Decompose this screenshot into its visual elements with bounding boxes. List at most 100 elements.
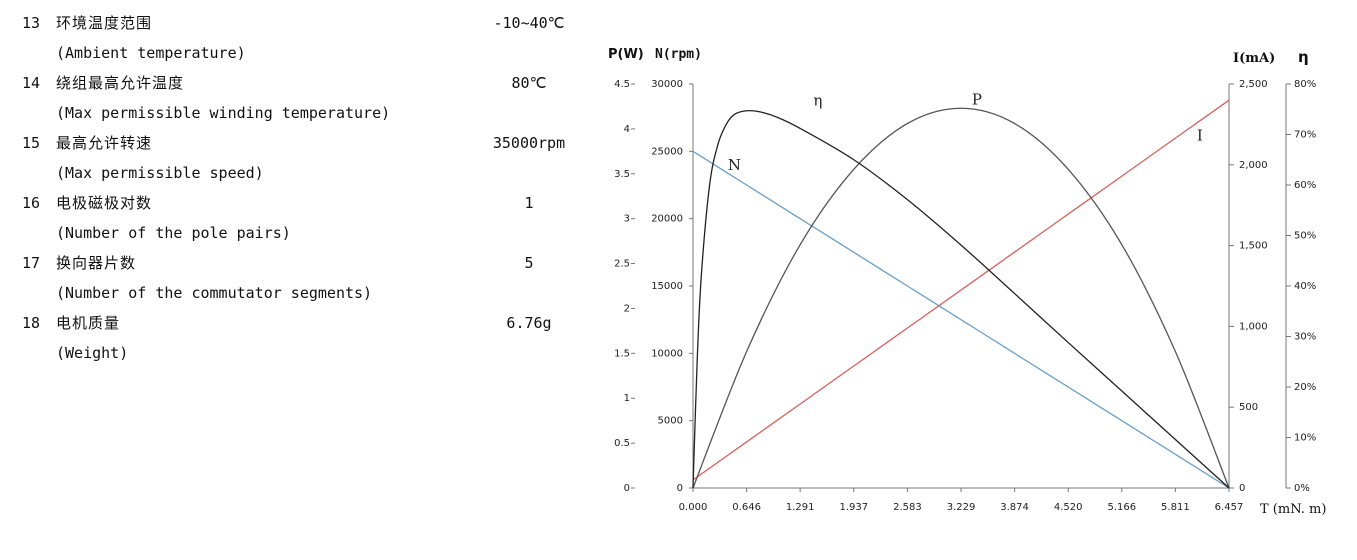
motor-performance-chart: 0 0.5 1 1.5 2 2.5 3 3.5 4 4.5 0 5000 10000 15000 20000… — [600, 40, 1345, 534]
i-data-point — [799, 403, 801, 405]
p-data-point — [799, 244, 801, 246]
p-curve-label: P — [972, 91, 982, 109]
spec-name-en: (Max permissible winding temperature) — [56, 104, 391, 122]
eta-axis-tick-label: 70% — [1294, 130, 1316, 141]
eta-data-point — [746, 110, 748, 112]
labels-layer: N I Pη — [728, 91, 1203, 175]
spec-number: 18 — [22, 314, 41, 332]
spec-value: 5 — [524, 254, 534, 272]
eta-data-point — [696, 361, 698, 363]
i-data-point — [907, 327, 909, 329]
n-data-point — [799, 218, 801, 220]
spec-name-cn: 电机质量 — [56, 314, 121, 332]
i-axis-tick-label: 1,500 — [1239, 241, 1268, 252]
eta-axis-tick-label: 50% — [1294, 231, 1316, 242]
eta-data-point — [725, 124, 727, 126]
spec-value: 35000rpm — [492, 134, 566, 152]
n-axis-tick-label: 30000 — [651, 79, 683, 90]
x-tick-label: 5.166 — [1108, 502, 1137, 513]
spec-name-en: (Ambient temperature) — [56, 44, 246, 62]
i-axis-tick-label: 2,000 — [1239, 160, 1268, 171]
n-axis-tick-label: 5000 — [658, 416, 683, 427]
eta-data-point — [734, 114, 736, 116]
n-data-point — [692, 151, 694, 153]
spec-name-cn: 环境温度范围 — [56, 14, 153, 32]
p-data-point — [1121, 244, 1123, 246]
i-data-point — [1121, 175, 1123, 177]
eta-axis-tick-label: 60% — [1294, 180, 1316, 191]
eta-axis-title: η — [1298, 48, 1309, 66]
spec-value: 1 — [524, 194, 534, 212]
eta-axis-tick-label: 20% — [1294, 382, 1316, 393]
p-axis-tick-label: 4.5 — [614, 79, 630, 90]
eta-data-point — [775, 116, 777, 118]
i-axis-tick-label: 2,500 — [1239, 79, 1268, 90]
spec-row: 14 绕组最高允许温度 (Max permissible winding tempe… — [22, 68, 582, 128]
i-axis-title: I(mA) — [1233, 51, 1275, 66]
p-data-point — [907, 123, 909, 125]
spec-number: 13 — [22, 14, 41, 32]
spec-name-cn: 绕组最高允许温度 — [56, 74, 185, 92]
spec-name-en: (Max permissible speed) — [56, 164, 264, 182]
x-tick-label: 1.937 — [839, 502, 868, 513]
p-axis-tick-label: 1 — [624, 393, 630, 404]
eta-data-point — [759, 111, 761, 113]
n-data-point — [960, 319, 962, 321]
spec-name-cn: 电极磁极对数 — [56, 194, 153, 212]
eta-axis-tick-label: 0% — [1294, 483, 1310, 494]
p-axis-title: P(W) — [608, 47, 644, 62]
x-tick-label: 5.811 — [1161, 502, 1190, 513]
spec-row: 18 电机质量 (Weight) 6.76g — [22, 308, 582, 368]
spec-row: 16 电极磁极对数 (Number of the pole pairs) 1 — [22, 188, 582, 248]
n-data-point — [853, 252, 855, 254]
spec-table: 13 环境温度范围 (Ambient temperature) -10~40℃ 14 绕组… — [22, 8, 582, 368]
eta-data-point — [1121, 390, 1123, 392]
spec-row: 17 换向器片数 (Number of the commutator segment… — [22, 248, 582, 308]
i-axis-tick-label: 0 — [1239, 483, 1245, 494]
n-axis-tick-label: 25000 — [651, 146, 683, 157]
spec-name-en: (Weight) — [56, 344, 129, 362]
i-data-point — [1014, 251, 1016, 253]
i-data-point — [853, 365, 855, 367]
n-axis-title: N(rpm) — [655, 47, 702, 62]
eta-data-point — [692, 487, 694, 489]
x-axis-title: T (mN. m) — [1260, 502, 1326, 517]
i-axis-tick-label: 1,000 — [1239, 321, 1268, 332]
eta-data-point — [1067, 342, 1069, 344]
spec-number: 16 — [22, 194, 41, 212]
eta-data-point — [701, 275, 703, 277]
spec-name-cn: 换向器片数 — [56, 254, 137, 272]
spec-number: 15 — [22, 134, 41, 152]
i-curve-label: I — [1197, 127, 1203, 145]
i-series-line — [692, 99, 1230, 481]
x-tick-label: 0.000 — [679, 502, 708, 513]
x-tick-label: 6.457 — [1215, 502, 1244, 513]
spec-value: -10~40℃ — [493, 14, 565, 32]
eta-axis-tick-label: 80% — [1294, 79, 1316, 90]
eta-data-point — [799, 128, 801, 130]
spec-number: 17 — [22, 254, 41, 272]
chart-svg: 00.511.522.533.544.505000100001500020000… — [608, 47, 1326, 517]
n-axis-tick-label: 0 — [677, 483, 683, 494]
n-axis-tick-label: 15000 — [651, 281, 683, 292]
p-axis-tick-label: 3 — [624, 214, 630, 225]
x-tick-label: 3.229 — [947, 502, 976, 513]
spec-number: 14 — [22, 74, 41, 92]
n-axis-tick-label: 10000 — [651, 348, 683, 359]
spec-value: 6.76g — [506, 314, 552, 332]
p-data-point — [960, 107, 962, 109]
n-data-point — [1014, 353, 1016, 355]
i-data-point — [960, 289, 962, 291]
spec-row: 13 环境温度范围 (Ambient temperature) -10~40℃ — [22, 8, 582, 68]
spec-name-en: (Number of the commutator segments) — [56, 284, 373, 302]
i-data-point — [1067, 213, 1069, 215]
p-axis-tick-label: 1.5 — [614, 348, 630, 359]
eta-axis-tick-label: 10% — [1294, 433, 1316, 444]
p-series-line — [692, 107, 1230, 489]
axes-layer: 00.511.522.533.544.505000100001500020000… — [608, 47, 1326, 517]
n-data-point — [1067, 386, 1069, 388]
eta-data-point — [1014, 293, 1016, 295]
n-data-point — [1121, 420, 1123, 422]
p-axis-tick-label: 0.5 — [614, 438, 630, 449]
p-data-point — [746, 351, 748, 353]
